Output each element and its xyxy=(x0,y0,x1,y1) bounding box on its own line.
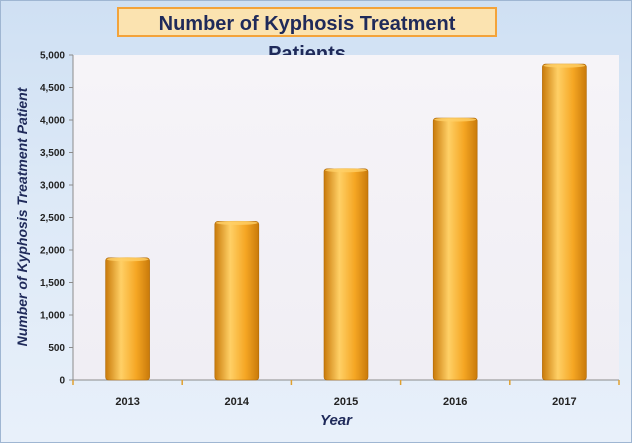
y-tick-label: 3,000 xyxy=(40,181,65,192)
y-tick-label: 500 xyxy=(48,343,65,354)
y-tick-label: 4,500 xyxy=(40,83,65,94)
bar-2015 xyxy=(323,168,369,381)
bar-top-highlight xyxy=(106,257,149,262)
bar-2016 xyxy=(432,117,478,381)
y-tick-label: 2,000 xyxy=(40,246,65,257)
y-tick-label: 1,000 xyxy=(40,311,65,322)
x-tick-label-2017: 2017 xyxy=(552,396,576,408)
bar-2014 xyxy=(214,221,260,381)
chart-title: Number of Kyphosis Treatment Patients xyxy=(117,7,497,65)
x-tick-label-2016: 2016 xyxy=(443,396,467,408)
y-tick-label: 5,000 xyxy=(40,51,65,62)
bar-top-highlight xyxy=(434,117,477,122)
x-tick-label-2015: 2015 xyxy=(334,396,358,408)
y-tick-label: 0 xyxy=(59,376,65,387)
y-tick-label: 3,500 xyxy=(40,148,65,159)
bar-top-highlight xyxy=(215,220,258,225)
bar-2013 xyxy=(105,257,150,381)
bar-top-highlight xyxy=(325,168,367,173)
x-tick-label-2014: 2014 xyxy=(225,396,250,408)
bar-2017 xyxy=(542,63,587,381)
bar-top-highlight xyxy=(543,63,586,68)
x-tick-label-2013: 2013 xyxy=(115,396,139,408)
y-tick-label: 4,000 xyxy=(40,116,65,127)
y-tick-label: 2,500 xyxy=(40,213,65,224)
x-axis-title: Year xyxy=(320,412,352,429)
y-tick-label: 1,500 xyxy=(40,278,65,289)
